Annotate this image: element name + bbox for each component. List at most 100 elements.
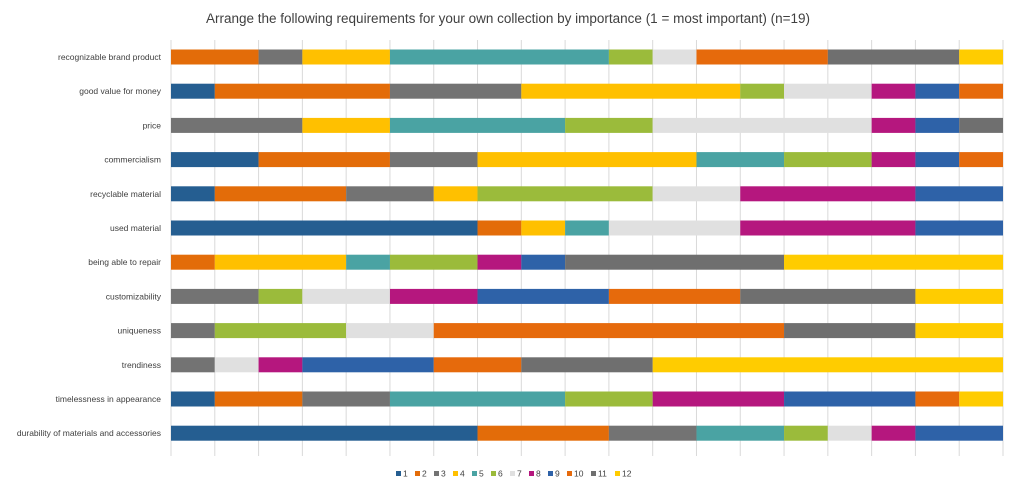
bar-segment-rank-2	[258, 152, 390, 168]
bar-segment-rank-12	[784, 254, 1003, 270]
bar-segment-rank-10	[959, 83, 1003, 99]
bar-segment-rank-6	[389, 254, 478, 270]
bar-segment-rank-12	[915, 288, 1003, 304]
category-label: recognizable brand product	[58, 52, 162, 62]
legend-label: 3	[441, 469, 446, 479]
bar-segment-rank-9	[915, 117, 960, 133]
bar-segment-rank-4	[302, 49, 390, 65]
category-label: good value for money	[79, 86, 161, 96]
category-label: uniqueness	[118, 326, 161, 336]
bar-segment-rank-10	[696, 49, 828, 65]
bar-segment-rank-10	[608, 288, 741, 304]
bar-segment-rank-9	[915, 220, 1003, 236]
bar-segment-rank-3	[302, 391, 390, 407]
bar-segment-rank-9	[784, 391, 916, 407]
bar-segment-rank-6	[740, 83, 785, 99]
chart-title: Arrange the following requirements for y…	[206, 11, 810, 26]
bar-segment-rank-7	[214, 357, 259, 373]
bars	[171, 49, 1003, 441]
bar-segment-rank-12	[915, 323, 1003, 339]
bar-segment-rank-9	[477, 288, 609, 304]
legend-label: 10	[574, 469, 584, 479]
legend-label: 5	[479, 469, 484, 479]
legend-swatch	[567, 471, 572, 476]
bar-segment-rank-2	[477, 425, 609, 441]
bar-segment-rank-8	[740, 220, 916, 236]
bar-segment-rank-7	[302, 288, 390, 304]
bar-segment-rank-6	[258, 288, 303, 304]
bar-segment-rank-8	[871, 117, 916, 133]
bar-segment-rank-4	[477, 152, 697, 168]
legend-swatch	[396, 471, 401, 476]
bar-segment-rank-3	[171, 357, 215, 373]
legend-swatch	[453, 471, 458, 476]
legend-swatch	[434, 471, 439, 476]
bar-segment-rank-10	[915, 391, 960, 407]
bar-segment-rank-7	[652, 49, 697, 65]
category-label: customizability	[106, 291, 162, 301]
legend-label: 9	[555, 469, 560, 479]
gridlines	[170, 40, 1004, 456]
bar-segment-rank-7	[652, 186, 741, 202]
bar-segment-rank-8	[740, 186, 916, 202]
bar-segment-rank-2	[214, 83, 390, 99]
legend-swatch	[529, 471, 534, 476]
bar-segment-rank-11	[784, 323, 916, 339]
bar-segment-rank-12	[652, 357, 1003, 373]
bar-segment-rank-6	[565, 117, 653, 133]
category-label: recyclable material	[90, 189, 161, 199]
bar-segment-rank-5	[696, 152, 785, 168]
legend-swatch	[510, 471, 515, 476]
bar-segment-rank-9	[915, 83, 960, 99]
legend-swatch	[491, 471, 496, 476]
bar-segment-rank-2	[214, 186, 347, 202]
bar-segment-rank-2	[171, 254, 215, 270]
bar-segment-rank-8	[871, 83, 916, 99]
bar-segment-rank-9	[915, 152, 960, 168]
category-label: trendiness	[122, 360, 161, 370]
bar-segment-rank-10	[433, 323, 785, 339]
bar-segment-rank-8	[652, 391, 785, 407]
bar-segment-rank-7	[652, 117, 872, 133]
bar-segment-rank-11	[521, 357, 653, 373]
bar-segment-rank-5	[389, 391, 566, 407]
bar-segment-rank-7	[608, 220, 741, 236]
bar-segment-rank-11	[740, 288, 916, 304]
bar-segment-rank-3	[171, 323, 215, 339]
bar-segment-rank-9	[302, 357, 434, 373]
legend-label: 8	[536, 469, 541, 479]
category-label: being able to repair	[88, 257, 161, 267]
bar-segment-rank-4	[302, 117, 390, 133]
bar-segment-rank-6	[784, 425, 828, 441]
bar-segment-rank-6	[608, 49, 653, 65]
bar-segment-rank-2	[171, 49, 259, 65]
legend-swatch	[591, 471, 596, 476]
legend-label: 7	[517, 469, 522, 479]
bar-segment-rank-11	[959, 117, 1003, 133]
bar-segment-rank-11	[565, 254, 785, 270]
category-labels: recognizable brand product good value for…	[17, 52, 162, 438]
legend-swatch	[548, 471, 553, 476]
legend-label: 2	[422, 469, 427, 479]
legend-label: 4	[460, 469, 465, 479]
bar-segment-rank-3	[171, 288, 259, 304]
bar-segment-rank-3	[171, 117, 303, 133]
bar-segment-rank-7	[346, 323, 434, 339]
bar-segment-rank-5	[389, 49, 609, 65]
bar-segment-rank-6	[565, 391, 653, 407]
bar-segment-rank-10	[433, 357, 522, 373]
category-label: timelessness in appearance	[56, 394, 162, 404]
category-label: durability of materials and accessories	[17, 428, 161, 438]
bar-segment-rank-3	[346, 186, 434, 202]
category-label: used material	[110, 223, 161, 233]
legend-label: 6	[498, 469, 503, 479]
bar-segment-rank-12	[959, 391, 1003, 407]
bar-segment-rank-1	[171, 152, 259, 168]
bar-segment-rank-4	[521, 220, 566, 236]
bar-segment-rank-4	[214, 254, 347, 270]
bar-segment-rank-3	[389, 152, 478, 168]
bar-segment-rank-6	[477, 186, 653, 202]
legend-swatch	[472, 471, 477, 476]
bar-segment-rank-4	[521, 83, 741, 99]
